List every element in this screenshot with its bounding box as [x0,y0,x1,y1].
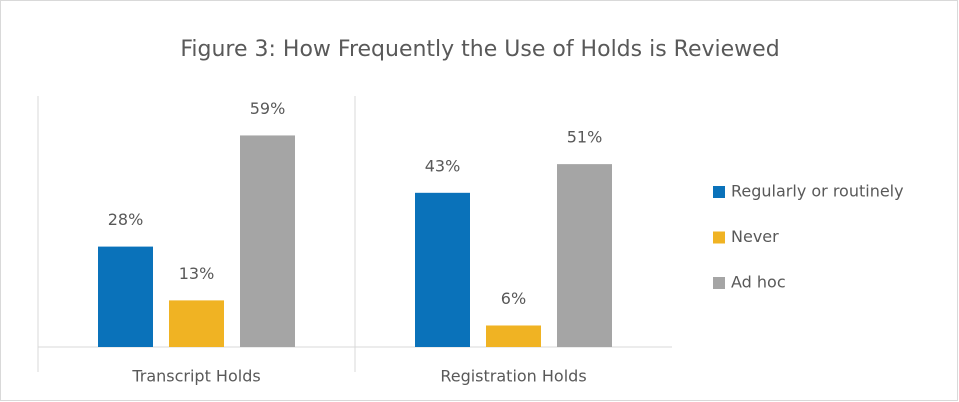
x-tick-label: Transcript Holds [131,367,260,386]
bar [240,135,295,347]
bar [169,300,224,347]
chart-title: Figure 3: How Frequently the Use of Hold… [180,37,779,62]
legend-swatch [713,231,725,244]
value-label: 43% [425,156,461,175]
bar [415,192,470,347]
bar [486,325,541,347]
legend-swatch [713,277,725,289]
value-label: 59% [250,99,286,118]
value-label: 6% [501,289,526,308]
value-label: 13% [179,264,215,283]
legend-label: Regularly or routinely [731,182,904,201]
bar [98,246,153,347]
value-label: 51% [567,128,603,147]
legend-swatch [713,186,725,198]
bar [557,164,612,347]
legend-label: Ad hoc [731,273,786,292]
value-label: 28% [108,210,144,229]
legend-label: Never [731,227,779,246]
x-tick-label: Registration Holds [440,367,586,386]
